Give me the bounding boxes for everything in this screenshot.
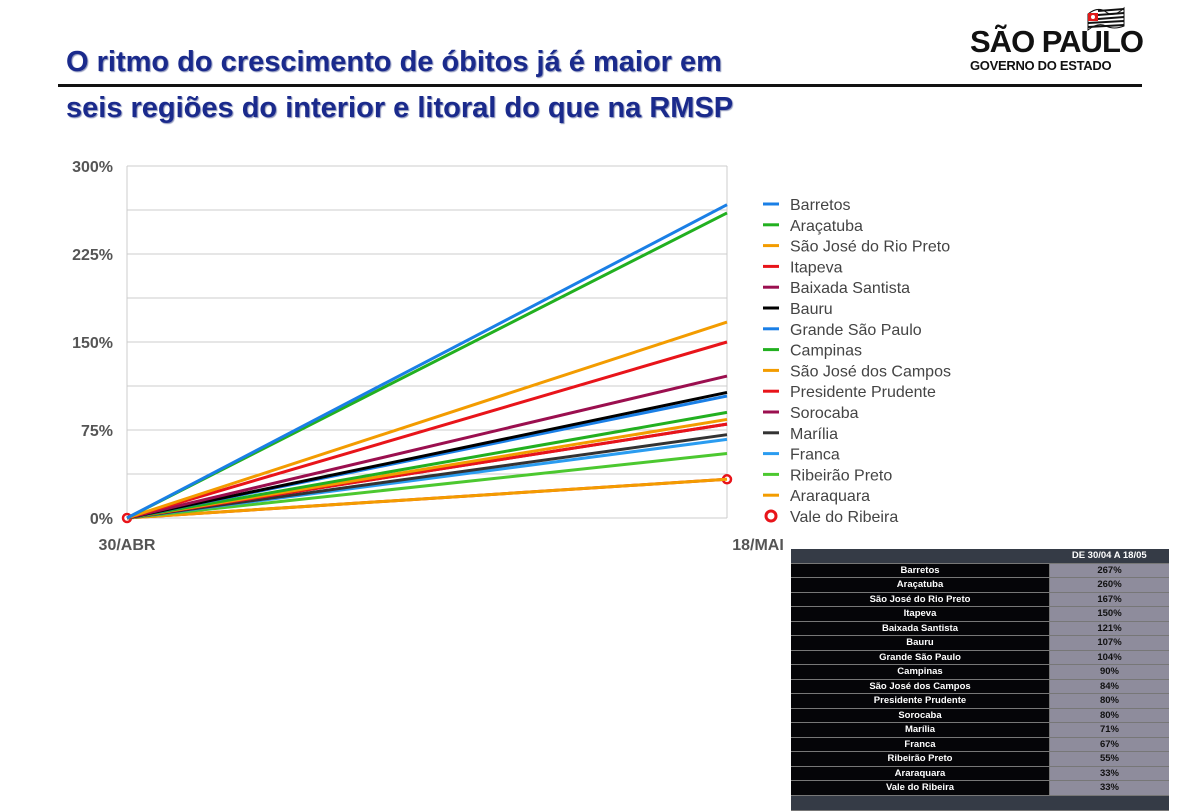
- y-tick-label: 0%: [90, 511, 113, 528]
- growth-value: 260%: [1049, 577, 1169, 593]
- table-row: Baixada Santista 121%: [791, 621, 1169, 636]
- legend-label: São José dos Campos: [790, 363, 951, 380]
- table-row: Araçatuba 260%: [791, 577, 1169, 593]
- logo-main-text: SÃO PAULO: [970, 24, 1144, 59]
- table-footer: [791, 795, 1169, 811]
- growth-value: 55%: [1049, 751, 1169, 767]
- series-line: [126, 203, 728, 520]
- region-name: Franca: [791, 737, 1050, 752]
- table-row: Campinas 90%: [791, 664, 1169, 680]
- y-tick-label: 75%: [81, 423, 113, 440]
- table-row: Sorocaba 80%: [791, 708, 1169, 723]
- region-name: Itapeva: [791, 606, 1050, 622]
- legend-label: Campinas: [790, 343, 862, 360]
- table-row: Franca 67%: [791, 737, 1169, 752]
- legend-label: Araraquara: [790, 488, 870, 505]
- table-row: Vale do Ribeira 33%: [791, 780, 1169, 796]
- growth-table: DE 30/04 A 18/05 Barretos 267% Araçatuba 26…: [791, 549, 1169, 811]
- table-row: Itapeva 150%: [791, 606, 1169, 622]
- region-name: Araraquara: [791, 766, 1050, 781]
- table-row: Ribeirão Preto 55%: [791, 751, 1169, 767]
- legend-label: Ribeirão Preto: [790, 467, 892, 484]
- growth-value: 267%: [1049, 563, 1169, 578]
- growth-value: 167%: [1049, 592, 1169, 607]
- y-tick-label: 225%: [72, 247, 113, 264]
- region-name: Grande São Paulo: [791, 650, 1050, 665]
- legend-label: Franca: [790, 447, 840, 464]
- series-line: [126, 410, 728, 520]
- region-name: Presidente Prudente: [791, 693, 1050, 709]
- legend-label: Grande São Paulo: [790, 322, 922, 339]
- x-tick-label: 18/MAI: [732, 537, 784, 554]
- growth-value: 71%: [1049, 722, 1169, 738]
- growth-value: 80%: [1049, 693, 1169, 709]
- series-line: [126, 340, 728, 520]
- legend-label: Marília: [790, 426, 838, 443]
- legend-label: Itapeva: [790, 259, 843, 276]
- table-row: Barretos 267%: [791, 563, 1169, 578]
- legend-label: Bauru: [790, 301, 833, 318]
- region-name: Araçatuba: [791, 577, 1050, 593]
- logo-sub-text: GOVERNO DO ESTADO: [970, 58, 1112, 73]
- series-line: [126, 320, 728, 520]
- legend-label: Araçatuba: [790, 218, 863, 235]
- line-chart: 0% 75% 150% 225% 300% 30/ABR 18/MAI Barretos Ara…: [72, 159, 951, 554]
- series-line: [126, 451, 728, 520]
- footer-cell: [791, 795, 1050, 811]
- table-row: Araraquara 33%: [791, 766, 1169, 781]
- page-title-line-2: seis regiões do interior e litoral do qu…: [66, 92, 734, 124]
- region-name: São José do Rio Preto: [791, 592, 1050, 607]
- table-header-period: DE 30/04 A 18/05: [1049, 549, 1169, 564]
- growth-value: 84%: [1049, 679, 1169, 694]
- region-name: São José dos Campos: [791, 679, 1050, 694]
- table-header-empty: [791, 549, 1050, 564]
- region-name: Vale do Ribeira: [791, 780, 1050, 796]
- y-tick-label: 300%: [72, 159, 113, 176]
- x-tick-label: 30/ABR: [99, 537, 156, 554]
- page-title-line-1: O ritmo do crescimento de óbitos já é ma…: [66, 46, 722, 78]
- title-divider: [58, 84, 1142, 87]
- table-row: Grande São Paulo 104%: [791, 650, 1169, 665]
- growth-value: 67%: [1049, 737, 1169, 752]
- legend-label: Presidente Prudente: [790, 384, 936, 401]
- flag-icon: [1087, 6, 1125, 32]
- y-tick-label: 150%: [72, 335, 113, 352]
- table-row: Presidente Prudente 80%: [791, 693, 1169, 709]
- footer-cell: [1049, 795, 1169, 811]
- growth-value: 80%: [1049, 708, 1169, 723]
- growth-value: 90%: [1049, 664, 1169, 680]
- growth-value: 104%: [1049, 650, 1169, 665]
- growth-value: 33%: [1049, 766, 1169, 781]
- growth-value: 150%: [1049, 606, 1169, 622]
- series-line: [126, 477, 728, 520]
- region-name: Ribeirão Preto: [791, 751, 1050, 767]
- table-row: Marília 71%: [791, 722, 1169, 738]
- region-name: Baixada Santista: [791, 621, 1050, 636]
- series-line: [126, 390, 728, 520]
- growth-value: 33%: [1049, 780, 1169, 796]
- region-name: Campinas: [791, 664, 1050, 680]
- region-name: Barretos: [791, 563, 1050, 578]
- series-line: [126, 433, 728, 520]
- legend-label: Barretos: [790, 197, 850, 214]
- growth-value: 107%: [1049, 635, 1169, 651]
- table-row: São José do Rio Preto 167%: [791, 592, 1169, 607]
- legend-marker: [764, 509, 778, 523]
- sao-paulo-logo: SÃO PAULO GOVERNO DO ESTADO: [968, 6, 1144, 73]
- growth-value: 121%: [1049, 621, 1169, 636]
- table-row: Bauru 107%: [791, 635, 1169, 651]
- legend-label: São José do Rio Preto: [790, 239, 950, 256]
- region-name: Marília: [791, 722, 1050, 738]
- series-line: [126, 374, 728, 520]
- table-row: São José dos Campos 84%: [791, 679, 1169, 694]
- region-name: Bauru: [791, 635, 1050, 651]
- legend-label: Sorocaba: [790, 405, 859, 422]
- region-name: Sorocaba: [791, 708, 1050, 723]
- legend-label: Baixada Santista: [790, 280, 910, 297]
- legend-label: Vale do Ribeira: [790, 509, 898, 526]
